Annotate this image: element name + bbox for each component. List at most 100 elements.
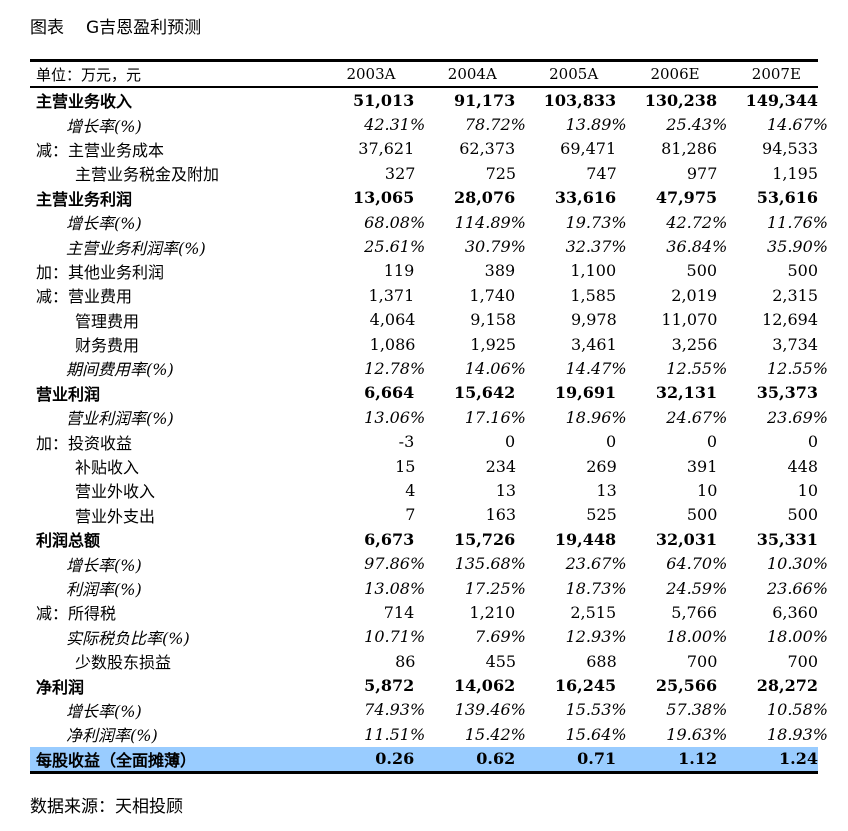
table-cell: 163 — [485, 505, 517, 525]
figure-title: 图表 G吉恩盈利预测 — [30, 13, 201, 38]
table-row: 增长率(%) 74.93% 139.46% 15.53% 57.38% 10.58% — [30, 698, 828, 722]
table-cell: 389 — [484, 261, 516, 281]
table-cell: 747 — [586, 163, 617, 183]
row-label: 主营业务利润 — [36, 189, 133, 209]
table-row: 加：投资收益 -3 0 0 0 0 — [30, 429, 818, 453]
row-label: 净利润 — [36, 677, 85, 697]
table-cell: 37,621 — [358, 139, 415, 159]
table-cell: 525 — [586, 505, 617, 525]
column-header: 2003A — [346, 65, 396, 83]
table-cell: 0 — [505, 432, 516, 452]
table-cell: 12.93% — [565, 627, 627, 647]
table-cell: 1,195 — [772, 163, 819, 183]
row-label: 主营业务收入 — [36, 92, 133, 112]
row-label: 增长率(%) — [66, 116, 142, 136]
table-cell: 18.73% — [565, 578, 627, 598]
table-cell: 36.84% — [666, 237, 728, 257]
table-cell: 10 — [697, 480, 718, 500]
table-cell: 91,173 — [453, 90, 516, 110]
table-cell: 455 — [485, 651, 517, 671]
row-label: 增长率(%) — [66, 214, 142, 234]
table-row: 营业利润率(%) 13.06% 17.16% 18.96% 24.67% 23.69% — [30, 405, 828, 429]
table-cell: 5,766 — [671, 602, 718, 622]
table-cell: 14.47% — [565, 358, 627, 378]
table-cell: 500 — [686, 261, 718, 281]
table-cell: 18.96% — [565, 407, 627, 427]
table-cell: 14.06% — [464, 358, 526, 378]
table-row: 净利润率(%) 11.51% 15.42% 15.64% 19.63% 18.93% — [30, 722, 828, 746]
table-row: 实际税负比率(%) 10.71% 7.69% 12.93% 18.00% 18.00% — [30, 625, 828, 649]
table-header: 单位：万元，元 2003A 2004A 2005A 2006E 2007E — [30, 62, 818, 88]
table-cell: 11.51% — [364, 724, 426, 744]
table-cell: 18.93% — [766, 724, 828, 744]
table-cell: 23.67% — [565, 554, 627, 574]
table-cell: 1.12 — [678, 749, 718, 769]
table-cell: 391 — [686, 456, 718, 476]
table-cell: 6,664 — [364, 383, 415, 403]
table-cell: 53,616 — [756, 188, 819, 208]
table-cell: 11.76% — [766, 212, 828, 232]
row-label: 期间费用率(%) — [66, 360, 174, 380]
table-cell: 68.08% — [364, 212, 426, 232]
table-cell: 12.55% — [766, 358, 828, 378]
eps-row: 每股收益（全面摊薄） 0.26 0.62 0.71 1.12 1.24 — [30, 746, 818, 771]
table-row: 增长率(%) 42.31% 78.72% 13.89% 25.43% 14.67% — [30, 112, 828, 136]
table-row: 营业利润 6,664 15,642 19,691 32,131 35,373 — [30, 381, 818, 405]
row-label: 补贴收入 — [75, 458, 140, 478]
table-cell: 32.37% — [565, 237, 627, 257]
table-cell: 13.08% — [364, 578, 426, 598]
table-cell: 0.71 — [577, 749, 617, 769]
row-label: 管理费用 — [75, 311, 140, 331]
table-cell: 64.70% — [666, 554, 728, 574]
table-cell: 500 — [787, 261, 819, 281]
table-cell: 4 — [405, 480, 416, 500]
table-row: 净利润 5,872 14,062 16,245 25,566 28,272 — [30, 673, 818, 697]
table-cell: 269 — [586, 456, 617, 476]
table-row: 主营业务利润率(%) 25.61% 30.79% 32.37% 36.84% 35.90% — [30, 234, 828, 258]
table-cell: 14,062 — [453, 676, 516, 696]
table-cell: 725 — [485, 163, 517, 183]
table-cell: 15,642 — [453, 383, 516, 403]
table-row: 期间费用率(%) 12.78% 14.06% 14.47% 12.55% 12.55% — [30, 356, 828, 380]
table-cell: 16,245 — [554, 676, 617, 696]
table-cell: 13.06% — [364, 407, 426, 427]
table-cell: 35,331 — [756, 529, 819, 549]
data-source: 数据来源：天相投顾 — [30, 797, 183, 817]
table-cell: 10 — [797, 480, 819, 500]
table-cell: 25,566 — [655, 676, 718, 696]
table-cell: 19,691 — [554, 383, 617, 403]
table-cell: 25.61% — [364, 237, 426, 257]
table-cell: 10.58% — [766, 700, 828, 720]
table-cell: 103,833 — [543, 90, 617, 110]
row-label: 主营业务利润率(%) — [66, 238, 206, 258]
table-cell: 1,925 — [470, 334, 517, 354]
row-label: 加：投资收益 — [36, 433, 133, 453]
top-rule — [30, 59, 818, 62]
table-row: 营业外收入 4 13 13 10 10 — [30, 478, 818, 502]
table-row: 补贴收入 15 234 269 391 448 — [30, 454, 818, 478]
row-label: 加：其他业务利润 — [36, 262, 165, 282]
table-cell: 700 — [787, 651, 819, 671]
table-cell: 6,360 — [772, 602, 819, 622]
table-cell: 149,344 — [745, 90, 819, 110]
table-cell: 700 — [686, 651, 718, 671]
table-cell: 7 — [405, 505, 416, 525]
row-label: 少数股东损益 — [75, 653, 172, 673]
table-row: 增长率(%) 68.08% 114.89% 19.73% 42.72% 11.76% — [30, 210, 828, 234]
table-cell: 139.46% — [454, 700, 526, 720]
table-cell: 500 — [787, 505, 819, 525]
table-cell: 15,726 — [453, 529, 516, 549]
table-cell: 327 — [384, 163, 416, 183]
table-row: 利润总额 6,673 15,726 19,448 32,031 35,331 — [30, 527, 818, 551]
table-cell: 35.90% — [766, 237, 828, 257]
column-header: 2004A — [447, 65, 497, 83]
row-label: 增长率(%) — [66, 555, 142, 575]
row-label: 营业利润率(%) — [66, 409, 174, 429]
row-label: 财务费用 — [75, 336, 140, 356]
table-cell: 30.79% — [464, 237, 526, 257]
table-cell: -3 — [398, 432, 415, 452]
table-cell: 7.69% — [475, 627, 526, 647]
table-cell: 17.25% — [464, 578, 526, 598]
row-label: 营业外支出 — [75, 506, 156, 526]
table-cell: 6,673 — [364, 529, 415, 549]
